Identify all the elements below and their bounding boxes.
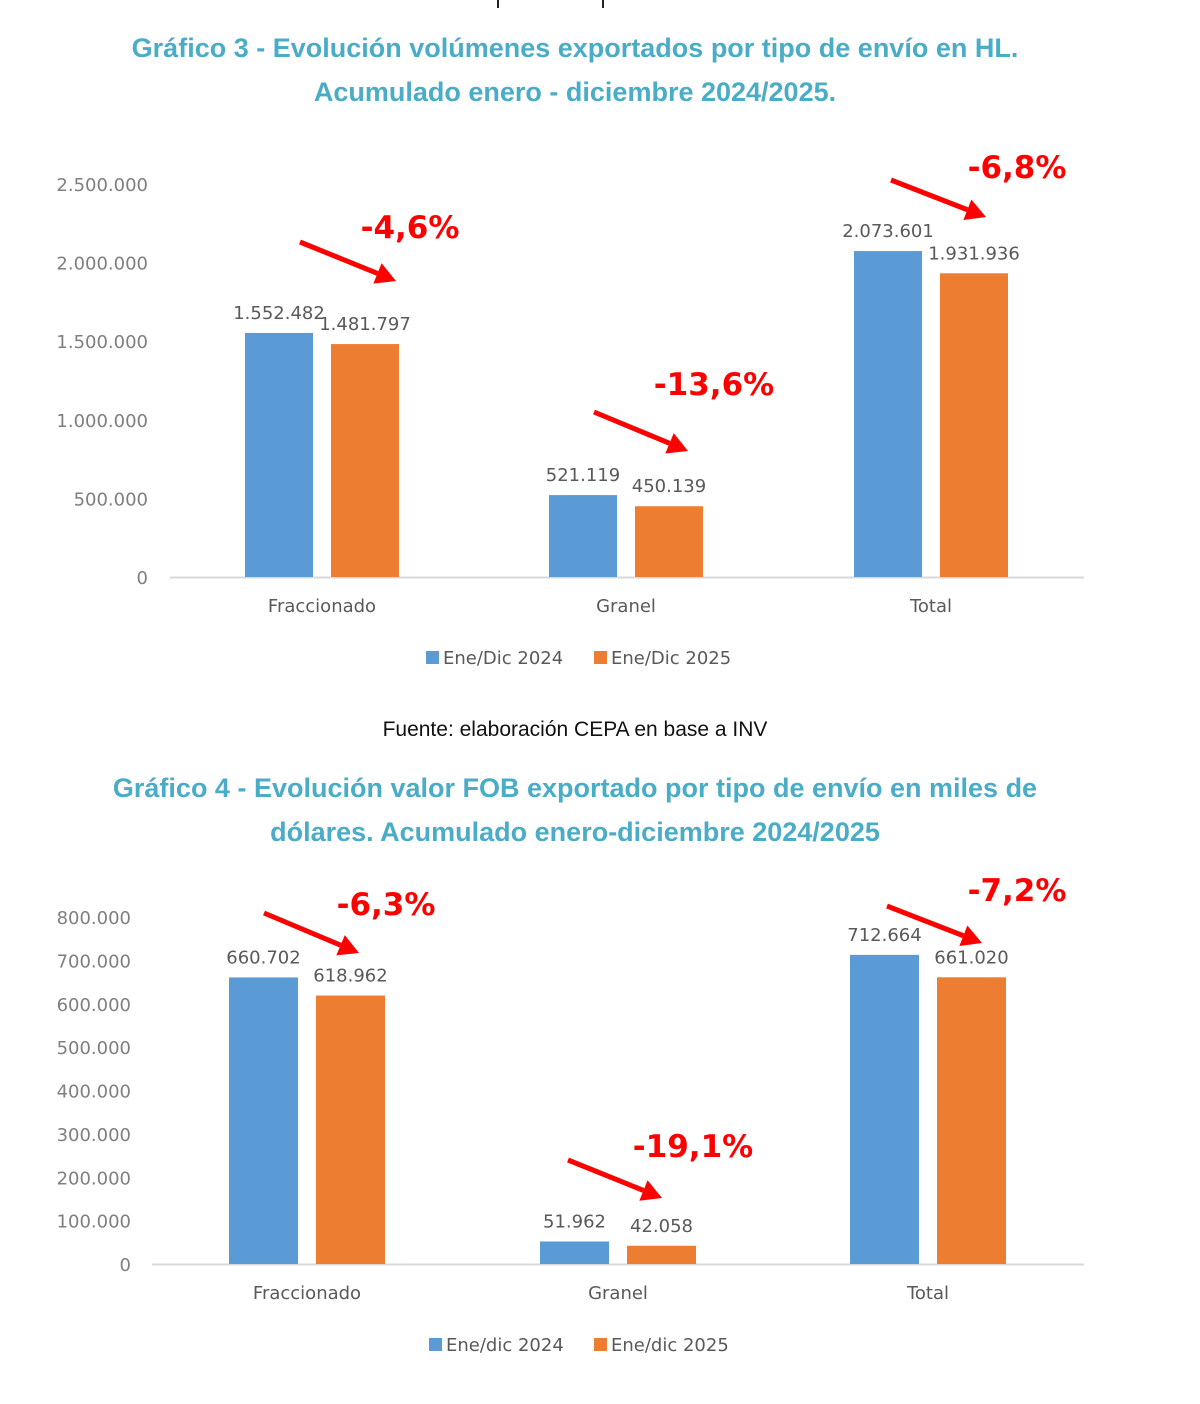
chart2-title-line2: dólares. Acumulado enero-diciembre 2024/… bbox=[270, 817, 880, 847]
data-label: 450.139 bbox=[632, 476, 706, 497]
variation-annotation: -6,8% bbox=[968, 150, 1067, 186]
bar-fraccionado-series1 bbox=[245, 332, 313, 577]
source-note: Fuente: elaboración CEPA en base a INV bbox=[382, 718, 768, 741]
x-tick-label: Granel bbox=[588, 1283, 648, 1304]
x-tick-label: Total bbox=[909, 596, 952, 617]
data-label: 660.702 bbox=[226, 947, 300, 968]
x-tick-label: Fraccionado bbox=[253, 1283, 361, 1304]
variation-annotation: -4,6% bbox=[361, 210, 460, 246]
y-tick-label: 400.000 bbox=[57, 1082, 131, 1103]
y-tick-label: 1.500.000 bbox=[56, 332, 148, 353]
annotation-arrow-shaft bbox=[886, 903, 965, 939]
y-tick-label: 100.000 bbox=[57, 1212, 131, 1233]
data-label: 712.664 bbox=[847, 925, 921, 946]
y-tick-label: 700.000 bbox=[57, 951, 131, 972]
annotation-arrow-head-icon bbox=[639, 1180, 662, 1201]
x-tick-label: Total bbox=[906, 1283, 949, 1304]
annotation-arrow-shaft bbox=[593, 409, 671, 446]
legend-swatch bbox=[594, 1338, 607, 1351]
annotation-arrow-shaft bbox=[299, 239, 379, 276]
bar-total-series2 bbox=[940, 273, 1008, 577]
data-label: 42.058 bbox=[630, 1216, 693, 1237]
y-tick-label: 500.000 bbox=[74, 489, 148, 510]
annotation-arrow-shaft bbox=[890, 177, 969, 213]
data-label: 51.962 bbox=[543, 1211, 606, 1232]
y-tick-label: 300.000 bbox=[57, 1125, 131, 1146]
bar-granel-series2 bbox=[635, 506, 703, 577]
variation-annotation: -6,3% bbox=[337, 887, 436, 923]
legend-label: Ene/dic 2024 bbox=[446, 1335, 564, 1356]
bar-total-series1 bbox=[850, 954, 919, 1264]
annotation-arrow-head-icon bbox=[963, 199, 986, 220]
legend-swatch bbox=[594, 651, 607, 664]
y-tick-label: 200.000 bbox=[57, 1168, 131, 1189]
x-tick-label: Granel bbox=[596, 596, 656, 617]
chart2-title-line1: Gráfico 4 - Evolución valor FOB exportad… bbox=[112, 773, 1038, 803]
data-label: 521.119 bbox=[546, 465, 620, 486]
y-tick-label: 1.000.000 bbox=[56, 411, 148, 432]
annotation-arrow-head-icon bbox=[665, 433, 688, 454]
data-label: 1.552.482 bbox=[233, 303, 325, 324]
bar-total-series1 bbox=[854, 251, 922, 578]
variation-annotation: -13,6% bbox=[654, 367, 774, 403]
y-tick-label: 0 bbox=[137, 568, 148, 589]
x-tick-label: Fraccionado bbox=[268, 596, 376, 617]
legend-swatch bbox=[429, 1338, 442, 1351]
annotation-arrow-head-icon bbox=[373, 263, 396, 284]
data-label: 1.481.797 bbox=[319, 314, 411, 335]
data-label: 2.073.601 bbox=[842, 221, 934, 242]
clipped-text-fragment bbox=[497, 0, 499, 8]
data-label: 1.931.936 bbox=[928, 243, 1020, 264]
legend-swatch bbox=[426, 651, 439, 664]
y-tick-label: 600.000 bbox=[57, 995, 131, 1016]
annotation-arrow-head-icon bbox=[959, 925, 982, 946]
bar-fraccionado-series2 bbox=[316, 995, 385, 1264]
y-tick-label: 2.000.000 bbox=[56, 254, 148, 275]
annotation-arrow-shaft bbox=[263, 910, 342, 948]
variation-annotation: -7,2% bbox=[968, 873, 1067, 909]
chart1-title-line2: Acumulado enero - diciembre 2024/2025. bbox=[313, 77, 837, 107]
bar-granel-series1 bbox=[540, 1241, 609, 1264]
data-label: 618.962 bbox=[313, 966, 387, 987]
y-tick-label: 0 bbox=[120, 1255, 131, 1276]
y-tick-label: 500.000 bbox=[57, 1038, 131, 1059]
bar-fraccionado-series1 bbox=[229, 977, 298, 1264]
bar-granel-series2 bbox=[627, 1245, 696, 1264]
bar-fraccionado-series2 bbox=[331, 344, 399, 577]
y-tick-label: 2.500.000 bbox=[56, 175, 148, 196]
data-label: 661.020 bbox=[934, 947, 1008, 968]
variation-annotation: -19,1% bbox=[633, 1129, 753, 1165]
bar-granel-series1 bbox=[549, 495, 617, 577]
legend-label: Ene/Dic 2024 bbox=[443, 648, 563, 669]
chart1-volumes: 0 500.000 1.000.000 1.500.000 2.000.000 2.500… bbox=[56, 150, 1084, 669]
y-tick-label: 800.000 bbox=[57, 908, 131, 929]
bar-total-series2 bbox=[937, 977, 1006, 1264]
chart1-title-line1: Gráfico 3 - Evolución volúmenes exportad… bbox=[131, 33, 1019, 63]
legend-label: Ene/Dic 2025 bbox=[611, 648, 731, 669]
clipped-text-fragment bbox=[602, 0, 604, 8]
annotation-arrow-head-icon bbox=[336, 935, 359, 956]
annotation-arrow-shaft bbox=[567, 1157, 645, 1193]
legend-label: Ene/dic 2025 bbox=[611, 1335, 729, 1356]
